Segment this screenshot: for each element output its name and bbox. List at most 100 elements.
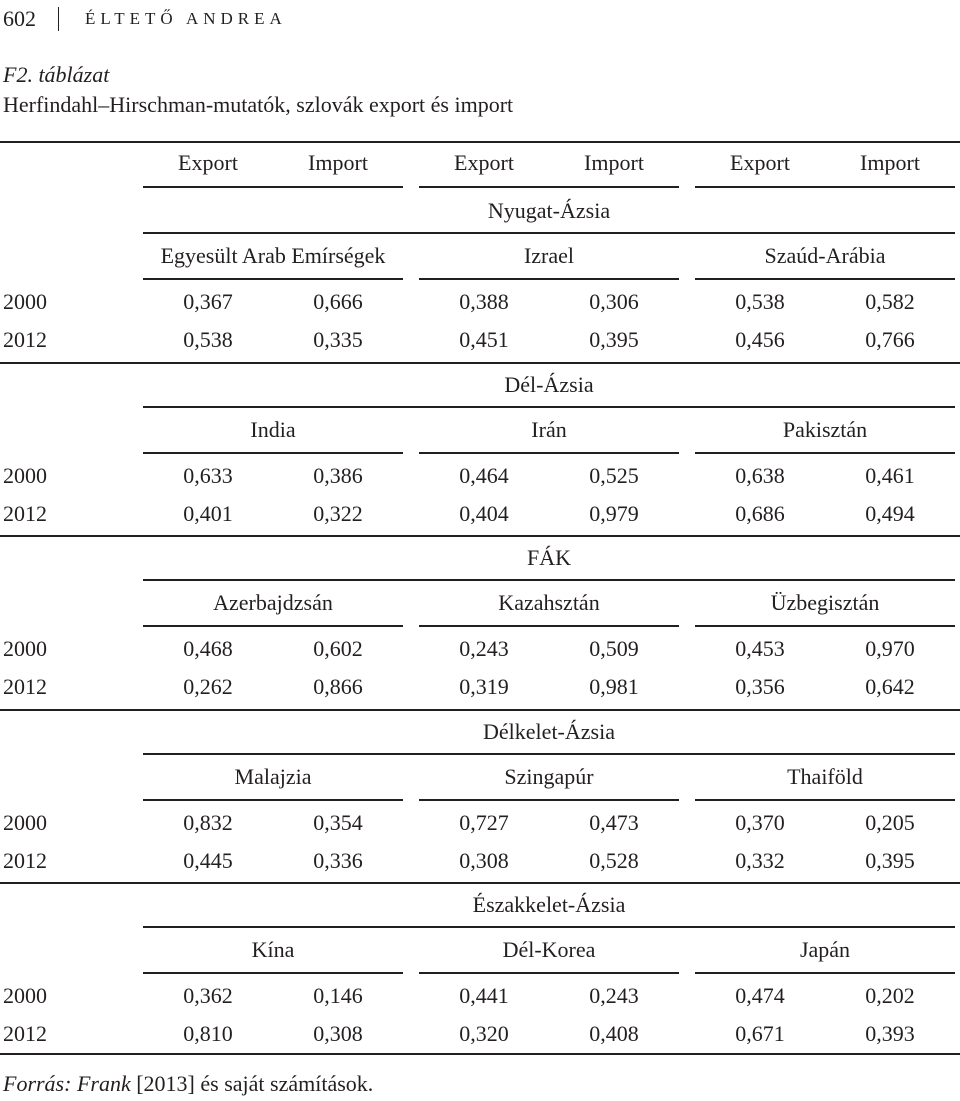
country-heading: Szingapúr xyxy=(504,764,594,789)
source-author: Frank xyxy=(76,1071,131,1096)
table-label: F2. táblázat xyxy=(3,62,110,87)
value-cell: 0,308 xyxy=(459,848,509,873)
region-underline xyxy=(143,579,955,581)
value-cell: 0,262 xyxy=(183,674,233,699)
value-cell: 0,441 xyxy=(459,983,509,1008)
value-cell: 0,453 xyxy=(735,636,785,661)
value-cell: 0,401 xyxy=(183,501,233,526)
region-underline xyxy=(143,926,955,928)
value-cell: 0,404 xyxy=(459,501,509,526)
country-underline xyxy=(419,799,679,801)
value-cell: 0,456 xyxy=(735,327,785,352)
country-underline xyxy=(695,972,955,974)
section-divider xyxy=(0,882,960,884)
value-cell: 0,538 xyxy=(735,289,785,314)
country-heading: India xyxy=(250,417,296,442)
section-divider xyxy=(0,362,960,364)
country-heading: Szaúd-Arábia xyxy=(764,243,886,268)
region-heading: Északkelet-Ázsia xyxy=(472,892,626,917)
value-cell: 0,642 xyxy=(865,674,915,699)
country-heading: Azerbajdzsán xyxy=(213,590,333,615)
country-heading: Thaiföld xyxy=(787,764,863,789)
country-heading: Kazahsztán xyxy=(498,590,600,615)
value-cell: 0,727 xyxy=(459,810,509,835)
country-heading: Dél-Korea xyxy=(502,937,596,962)
value-cell: 0,243 xyxy=(459,636,509,661)
region-heading: FÁK xyxy=(526,545,572,570)
value-cell: 0,370 xyxy=(735,810,785,835)
country-underline xyxy=(143,452,403,454)
running-head-author: Éltető Andrea xyxy=(85,9,287,28)
table-source: Forrás: Frank [2013] és saját számítások… xyxy=(3,1071,373,1097)
value-cell: 0,451 xyxy=(459,327,509,352)
region-heading: Dél-Ázsia xyxy=(504,372,594,397)
value-cell: 0,393 xyxy=(865,1021,915,1046)
country-heading: Izrael xyxy=(523,243,575,268)
value-cell: 0,332 xyxy=(735,848,785,873)
region-heading: Nyugat-Ázsia xyxy=(487,198,611,223)
country-underline xyxy=(143,278,403,280)
country-heading: Kína xyxy=(251,937,295,962)
value-cell: 0,336 xyxy=(313,848,363,873)
value-cell: 0,494 xyxy=(865,501,915,526)
year-cell: 2012 xyxy=(3,674,47,699)
region-underline xyxy=(143,753,955,755)
value-cell: 0,468 xyxy=(183,636,233,661)
running-header: 602 Éltető Andrea xyxy=(0,4,960,34)
country-underline xyxy=(143,799,403,801)
value-cell: 0,473 xyxy=(589,810,639,835)
year-cell: 2000 xyxy=(3,463,47,488)
value-cell: 0,509 xyxy=(589,636,639,661)
value-cell: 0,810 xyxy=(183,1021,233,1046)
value-cell: 0,981 xyxy=(589,674,639,699)
value-cell: 0,445 xyxy=(183,848,233,873)
value-cell: 0,633 xyxy=(183,463,233,488)
column-header-underline xyxy=(143,186,403,188)
country-heading: Japán xyxy=(799,937,851,962)
value-cell: 0,395 xyxy=(589,327,639,352)
section-divider xyxy=(0,535,960,537)
table-top-rule xyxy=(0,141,960,143)
value-cell: 0,686 xyxy=(735,501,785,526)
column-header: Export xyxy=(178,150,238,175)
value-cell: 0,395 xyxy=(865,848,915,873)
value-cell: 0,582 xyxy=(865,289,915,314)
year-cell: 2012 xyxy=(3,848,47,873)
country-heading: Egyesült Arab Emírségek xyxy=(160,243,386,268)
value-cell: 0,205 xyxy=(865,810,915,835)
column-header: Export xyxy=(730,150,790,175)
country-heading: Üzbegisztán xyxy=(770,590,880,615)
value-cell: 0,362 xyxy=(183,983,233,1008)
value-cell: 0,202 xyxy=(865,983,915,1008)
value-cell: 0,319 xyxy=(459,674,509,699)
value-cell: 0,354 xyxy=(313,810,363,835)
table-bottom-rule xyxy=(0,1053,960,1055)
column-header: Import xyxy=(584,150,644,175)
value-cell: 0,308 xyxy=(313,1021,363,1046)
value-cell: 0,306 xyxy=(589,289,639,314)
column-header: Export xyxy=(454,150,514,175)
value-cell: 0,356 xyxy=(735,674,785,699)
value-cell: 0,638 xyxy=(735,463,785,488)
year-cell: 2000 xyxy=(3,636,47,661)
region-underline xyxy=(143,406,955,408)
value-cell: 0,388 xyxy=(459,289,509,314)
column-header: Import xyxy=(860,150,920,175)
section-divider xyxy=(0,709,960,711)
region-heading: Délkelet-Ázsia xyxy=(483,719,615,744)
country-underline xyxy=(695,625,955,627)
country-underline xyxy=(419,972,679,974)
country-underline xyxy=(695,799,955,801)
value-cell: 0,602 xyxy=(313,636,363,661)
value-cell: 0,320 xyxy=(459,1021,509,1046)
value-cell: 0,866 xyxy=(313,674,363,699)
value-cell: 0,243 xyxy=(589,983,639,1008)
country-underline xyxy=(695,278,955,280)
page-number: 602 xyxy=(3,6,36,31)
value-cell: 0,367 xyxy=(183,289,233,314)
country-underline xyxy=(143,972,403,974)
country-underline xyxy=(419,625,679,627)
year-cell: 2000 xyxy=(3,810,47,835)
country-underline xyxy=(419,452,679,454)
value-cell: 0,146 xyxy=(313,983,363,1008)
